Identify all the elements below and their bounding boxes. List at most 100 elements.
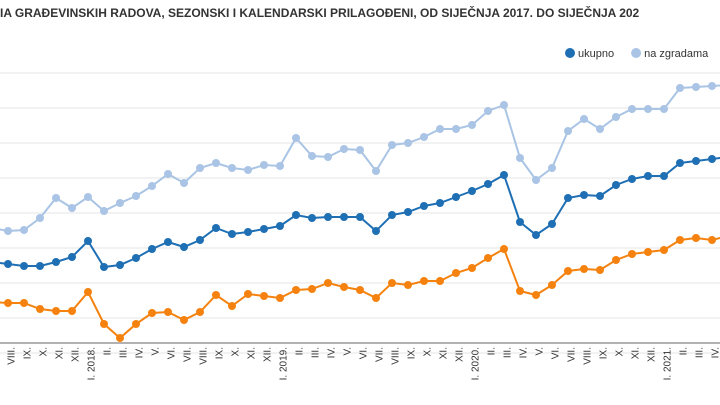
data-point (580, 115, 588, 123)
data-point (148, 245, 156, 253)
data-point (84, 288, 92, 296)
data-point (148, 309, 156, 317)
data-point (132, 192, 140, 200)
data-point (516, 287, 524, 295)
data-point (468, 187, 476, 195)
x-tick-label: IX. (23, 347, 34, 359)
data-point (484, 180, 492, 188)
data-point (244, 228, 252, 236)
x-tick-label: IV. (519, 347, 530, 358)
x-tick-label: V. (151, 347, 162, 356)
data-point (388, 279, 396, 287)
x-tick-label: IV. (135, 347, 146, 358)
x-tick-label: VI. (551, 347, 562, 359)
data-point (292, 134, 300, 142)
data-point (324, 213, 332, 221)
x-tick-label: VIII. (199, 347, 210, 365)
x-tick-label: II. (295, 347, 306, 355)
data-point (212, 291, 220, 299)
data-point (292, 211, 300, 219)
data-point (420, 133, 428, 141)
x-tick-label: XII. (647, 347, 658, 362)
data-point (564, 194, 572, 202)
data-point (212, 159, 220, 167)
data-point (532, 176, 540, 184)
data-point (468, 264, 476, 272)
x-tick-label: VI. (167, 347, 178, 359)
data-point (500, 101, 508, 109)
data-point (308, 214, 316, 222)
data-point (676, 84, 684, 92)
x-tick-label: V. (535, 347, 546, 356)
data-point (564, 267, 572, 275)
data-point (676, 236, 684, 244)
data-point (564, 127, 572, 135)
data-point (100, 207, 108, 215)
x-tick-label: IV. (327, 347, 338, 358)
x-tick-label: VII. (567, 347, 578, 362)
data-point (708, 155, 716, 163)
data-point (244, 290, 252, 298)
data-point (548, 281, 556, 289)
data-point (452, 193, 460, 201)
data-point (644, 172, 652, 180)
data-point (436, 277, 444, 285)
data-point (372, 227, 380, 235)
data-point (500, 171, 508, 179)
x-tick-label: X. (231, 347, 242, 356)
x-tick-label: XII. (455, 347, 466, 362)
x-tick-label: IX. (215, 347, 226, 359)
legend-label: ukupno (578, 48, 614, 60)
data-point (36, 262, 44, 270)
x-tick-label: III. (119, 347, 130, 358)
data-point (548, 220, 556, 228)
x-tick-label: VI. (359, 347, 370, 359)
data-point (308, 285, 316, 293)
data-point (180, 179, 188, 187)
data-point (404, 139, 412, 147)
legend-label: na zgradama (644, 48, 709, 60)
data-point (4, 299, 12, 307)
x-tick-label: X. (423, 347, 434, 356)
data-point (228, 164, 236, 172)
data-point (548, 164, 556, 172)
data-point (452, 125, 460, 133)
data-point (132, 320, 140, 328)
data-point (180, 243, 188, 251)
legend-marker (631, 48, 642, 58)
series-line (0, 84, 720, 233)
data-point (356, 146, 364, 154)
data-point (260, 161, 268, 169)
x-tick-label: VIII. (583, 347, 594, 365)
data-point (164, 170, 172, 178)
x-tick-label: XII. (263, 347, 274, 362)
x-tick-label: XI. (247, 347, 258, 359)
x-tick-label: VII. (0, 347, 2, 362)
data-point (308, 152, 316, 160)
data-point (660, 172, 668, 180)
data-point (404, 208, 412, 216)
data-point (708, 82, 716, 90)
data-point (356, 213, 364, 221)
data-point (4, 227, 12, 235)
data-point (660, 105, 668, 113)
data-point (660, 246, 668, 254)
x-tick-label: X. (615, 347, 626, 356)
x-tick-label: XII. (71, 347, 82, 362)
data-point (52, 307, 60, 315)
data-point (692, 157, 700, 165)
chart-title: IA GRAĐEVINSKIH RADOVA, SEZONSKI I KALEN… (0, 5, 640, 20)
x-tick-label: II. (679, 347, 690, 355)
data-point (68, 307, 76, 315)
x-tick-label: VIII. (391, 347, 402, 365)
data-point (628, 250, 636, 258)
x-tick-label: III. (311, 347, 322, 358)
legend-marker (565, 48, 575, 58)
data-point (116, 334, 124, 342)
data-point (36, 214, 44, 222)
data-point (292, 286, 300, 294)
data-point (100, 263, 108, 271)
data-point (196, 308, 204, 316)
x-tick-label: XI. (55, 347, 66, 359)
data-point (164, 238, 172, 246)
